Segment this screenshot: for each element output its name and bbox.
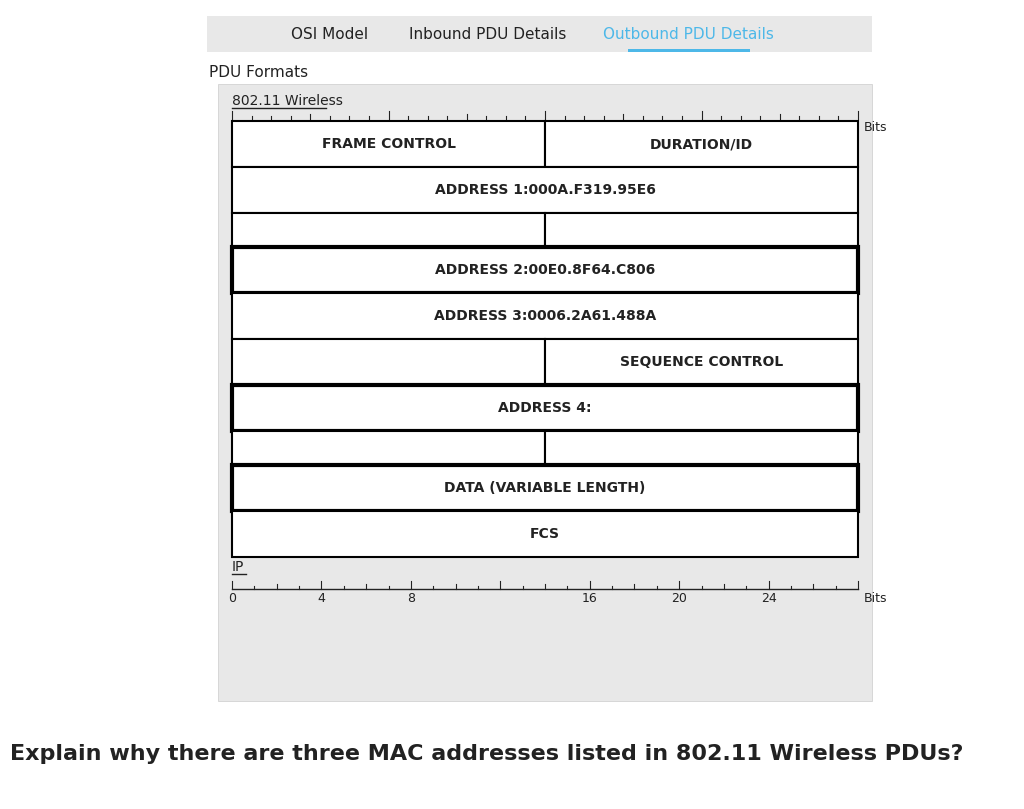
Bar [545, 213, 858, 247]
Text: 0: 0 [228, 592, 236, 605]
Bar [232, 167, 858, 213]
Text: PDU Formats: PDU Formats [209, 65, 308, 79]
Text: OSI Model: OSI Model [292, 27, 369, 41]
Text: 16: 16 [538, 121, 553, 134]
Text: Explain why there are three MAC addresses listed in 802.11 Wireless PDUs?: Explain why there are three MAC addresse… [10, 744, 964, 764]
Bar [218, 84, 872, 701]
Bar [232, 293, 858, 339]
Bar [232, 465, 858, 511]
Bar [545, 431, 858, 465]
Bar [232, 339, 545, 385]
Text: 8: 8 [407, 592, 415, 605]
Bar [232, 121, 545, 167]
Text: ADDRESS 2:00E0.8F64.C806: ADDRESS 2:00E0.8F64.C806 [435, 263, 655, 277]
Text: 24: 24 [761, 592, 776, 605]
Text: IP: IP [232, 560, 245, 574]
Text: 802.11 Wireless: 802.11 Wireless [232, 94, 343, 108]
Text: ADDRESS 3:0006.2A61.488A: ADDRESS 3:0006.2A61.488A [434, 309, 656, 323]
Bar [232, 431, 545, 465]
Bar [232, 247, 858, 293]
Text: DURATION/ID: DURATION/ID [650, 137, 753, 151]
Bar [545, 121, 858, 167]
Text: FRAME CONTROL: FRAME CONTROL [322, 137, 456, 151]
Text: 16: 16 [582, 592, 598, 605]
Bar [232, 385, 858, 431]
Bar [545, 339, 858, 385]
Text: DATA (VARIABLE LENGTH): DATA (VARIABLE LENGTH) [444, 481, 646, 495]
Text: Bits: Bits [864, 592, 888, 605]
Bar [232, 511, 858, 557]
Text: SEQUENCE CONTROL: SEQUENCE CONTROL [620, 355, 783, 369]
Text: 0: 0 [231, 121, 239, 134]
Bar [232, 213, 545, 247]
Text: ADDRESS 1:000A.F319.95E6: ADDRESS 1:000A.F319.95E6 [434, 183, 655, 197]
Text: Bits: Bits [864, 121, 888, 134]
Text: Outbound PDU Details: Outbound PDU Details [602, 27, 773, 41]
Text: 4: 4 [317, 592, 326, 605]
Text: 20: 20 [671, 592, 687, 605]
Text: ADDRESS 4:: ADDRESS 4: [499, 401, 592, 415]
Bar [207, 16, 872, 52]
Bar [628, 49, 750, 52]
Text: Inbound PDU Details: Inbound PDU Details [410, 27, 566, 41]
Text: FCS: FCS [530, 527, 560, 541]
